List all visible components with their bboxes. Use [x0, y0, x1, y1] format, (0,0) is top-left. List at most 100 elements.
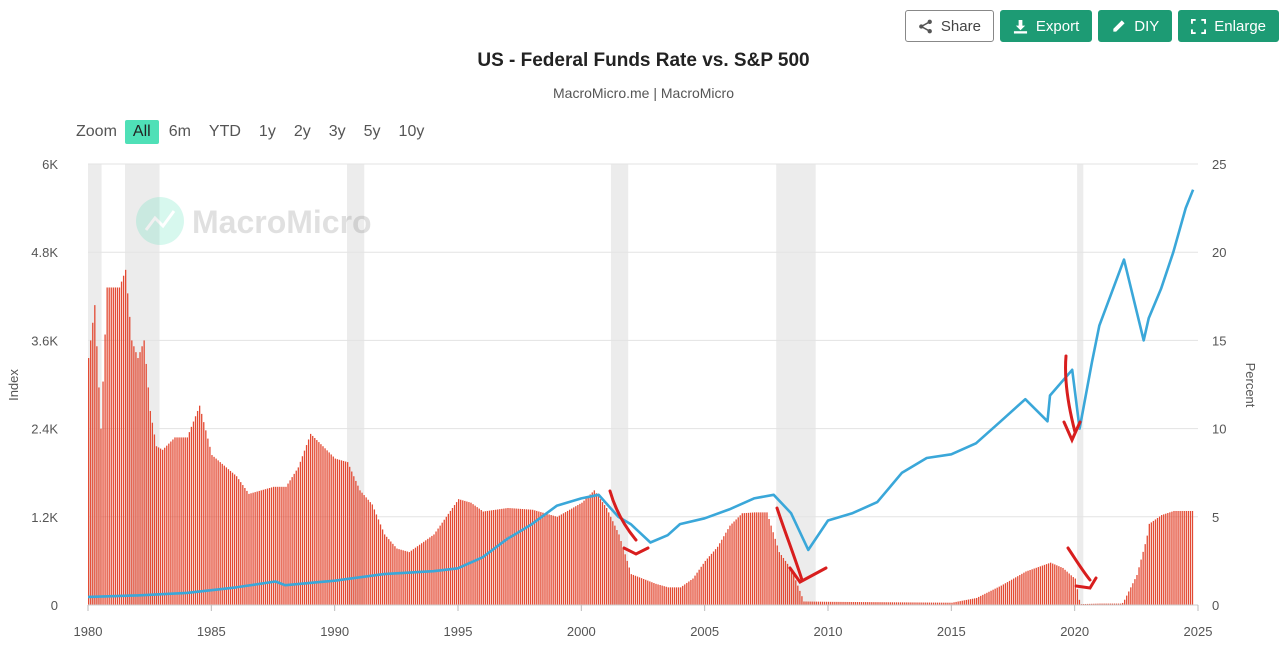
rate-bar — [760, 512, 762, 605]
rate-bar — [1002, 584, 1005, 605]
rate-bar — [1062, 567, 1064, 605]
zoom-option-5y[interactable]: 5y — [363, 123, 381, 140]
zoom-option-10y[interactable]: 10y — [398, 123, 425, 140]
rate-bar — [423, 541, 425, 605]
rate-bar — [199, 405, 201, 605]
annotation-arrow-2020-rate — [1066, 546, 1098, 590]
y-left-tick-label: 1.2K — [31, 510, 58, 525]
zoom-option-6m[interactable]: 6m — [168, 123, 191, 140]
zoom-option-3y[interactable]: 3y — [328, 123, 346, 140]
rate-bar — [213, 456, 215, 605]
rate-bar — [344, 461, 347, 605]
rate-bar — [238, 479, 240, 605]
rate-bar — [877, 602, 879, 605]
share-button[interactable]: Share — [904, 10, 994, 42]
sp500-line[interactable] — [87, 189, 1195, 599]
rate-bar — [887, 602, 889, 605]
rate-bar — [801, 596, 803, 605]
rate-bar — [758, 512, 760, 605]
chart-plot-area[interactable]: MacroMicro 0 0 1.2K 5 2.4K 10 3.6K 15 4.8K 20 6K 25… — [0, 150, 1287, 645]
rate-bar — [120, 281, 123, 605]
rate-bar — [159, 448, 162, 605]
rate-bar — [88, 358, 90, 605]
rate-bar — [180, 437, 182, 605]
zoom-option-all[interactable]: All — [124, 120, 159, 144]
rate-bar — [1041, 565, 1044, 605]
rate-bar — [367, 499, 369, 605]
rate-bar — [277, 486, 279, 605]
rate-bar — [996, 587, 998, 605]
zoom-option-1y[interactable]: 1y — [258, 123, 276, 140]
rate-bar — [733, 521, 735, 605]
zoom-option-ytd[interactable]: YTD — [208, 123, 241, 140]
rate-bar — [1076, 589, 1079, 605]
rate-bar — [889, 602, 891, 605]
rate-bar — [312, 435, 314, 605]
rate-bar — [953, 602, 955, 605]
rate-bar — [326, 450, 328, 605]
rate-bar — [369, 502, 371, 605]
y-left-tick-label: 0 — [51, 598, 58, 613]
rate-bar — [552, 515, 554, 605]
rate-bar — [669, 587, 672, 605]
rate-bar — [776, 545, 778, 605]
rate-bar — [328, 452, 330, 605]
rate-bar — [293, 473, 295, 605]
rate-bar — [314, 438, 316, 605]
rate-bar — [108, 287, 110, 605]
rate-bar — [982, 594, 984, 605]
rate-bar — [865, 602, 867, 605]
rate-bar — [168, 443, 170, 605]
rate-bar — [273, 486, 275, 605]
rate-bar — [1050, 562, 1052, 605]
rate-bar — [1144, 544, 1146, 605]
rate-bar — [451, 507, 454, 605]
zoom-option-2y[interactable]: 2y — [293, 123, 311, 140]
enlarge-button[interactable]: Enlarge — [1178, 10, 1279, 42]
diy-button[interactable]: DIY — [1098, 10, 1173, 42]
rate-bar — [310, 433, 312, 605]
export-button[interactable]: Export — [999, 10, 1093, 42]
rate-bar — [797, 585, 799, 605]
rate-bar — [949, 602, 951, 605]
rate-bar — [823, 601, 826, 605]
rate-bar — [281, 486, 283, 605]
rate-bar — [1171, 511, 1173, 605]
rate-bar — [1097, 603, 1099, 605]
rate-bar — [297, 467, 299, 605]
rate-bar — [122, 275, 125, 605]
recession-band — [610, 164, 629, 605]
rate-bar — [252, 492, 254, 605]
rate-bar — [394, 546, 396, 605]
rate-bar — [690, 580, 692, 605]
rate-bar — [579, 503, 581, 605]
share-icon — [919, 19, 932, 33]
rate-bar — [819, 601, 822, 605]
rate-bar — [665, 586, 667, 605]
rate-bar — [885, 602, 887, 605]
rate-bar — [569, 509, 571, 605]
rate-bar — [830, 601, 832, 605]
rate-bar — [575, 506, 577, 605]
rate-bar — [1161, 515, 1163, 605]
rate-bar — [513, 508, 515, 605]
rate-bar — [908, 602, 910, 605]
rate-bar — [184, 437, 186, 605]
rate-bar — [743, 513, 746, 605]
rate-bar — [96, 346, 98, 605]
rate-bar — [803, 601, 805, 605]
rate-bar — [445, 516, 447, 605]
rate-bar — [1183, 510, 1185, 605]
rate-bar — [550, 515, 552, 605]
rate-bar — [599, 499, 602, 605]
rate-bar — [663, 586, 665, 605]
recession-band — [1077, 164, 1084, 605]
rate-bar — [682, 585, 684, 605]
rate-bar — [891, 602, 894, 605]
rate-bar — [647, 580, 649, 605]
rate-bar — [1146, 535, 1148, 605]
rate-bar — [899, 602, 902, 605]
rate-bar — [729, 525, 731, 605]
rate-bar — [1142, 551, 1144, 605]
annotation-arrow-2001 — [608, 489, 650, 556]
